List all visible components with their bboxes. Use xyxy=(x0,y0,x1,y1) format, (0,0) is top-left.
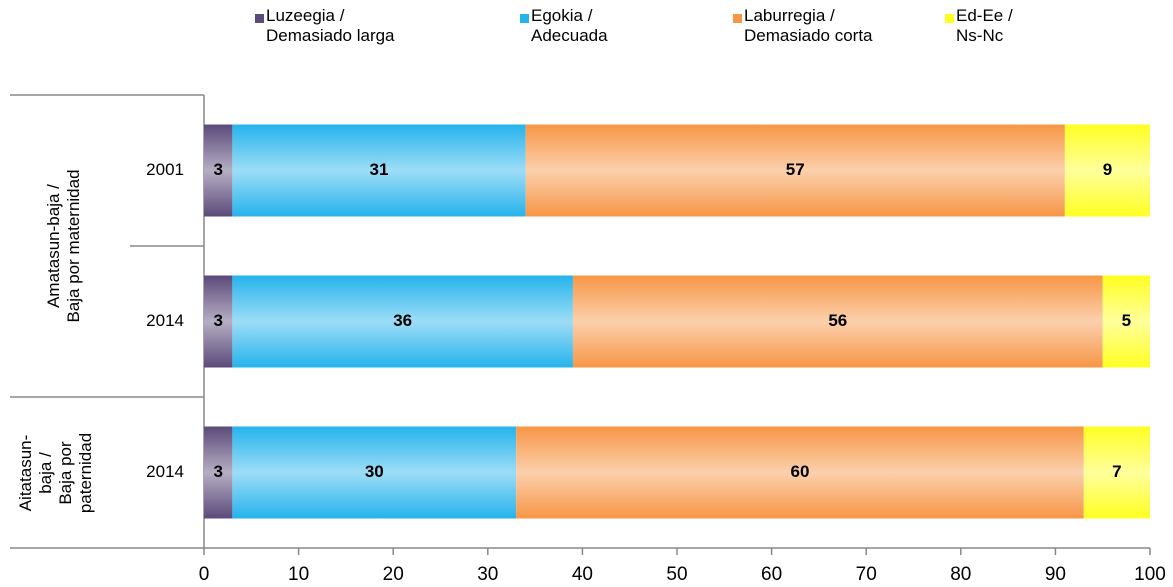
x-tick-label: 60 xyxy=(761,564,782,585)
data-label: 36 xyxy=(393,311,412,330)
x-tick-label: 90 xyxy=(1045,564,1066,585)
data-label: 31 xyxy=(370,160,389,179)
legend-swatch xyxy=(945,14,954,23)
x-tick-label: 40 xyxy=(572,564,593,585)
data-label: 3 xyxy=(213,160,222,179)
x-tick-label: 30 xyxy=(477,564,498,585)
x-tick-label: 100 xyxy=(1134,564,1166,585)
data-label: 3 xyxy=(213,462,222,481)
category-label: 2014 xyxy=(146,311,184,330)
group-label: Aitatasun- baja / Baja por paternidad xyxy=(16,432,95,513)
bar-segment xyxy=(232,426,517,519)
bar-segment xyxy=(1064,124,1150,217)
x-tick-label: 80 xyxy=(950,564,971,585)
bar-segment xyxy=(204,124,233,217)
x-tick-label: 70 xyxy=(856,564,877,585)
category-label: 2001 xyxy=(146,160,184,179)
data-label: 9 xyxy=(1103,160,1112,179)
data-label: 60 xyxy=(791,462,810,481)
category-label: 2014 xyxy=(146,462,184,481)
data-label: 5 xyxy=(1122,311,1131,330)
x-tick-label: 0 xyxy=(199,564,210,585)
bar-segment xyxy=(516,426,1084,519)
bar-segment xyxy=(232,124,526,217)
bar-segment xyxy=(525,124,1065,217)
data-label: 56 xyxy=(828,311,847,330)
data-label: 7 xyxy=(1112,462,1121,481)
bar-segment xyxy=(204,426,233,519)
data-label: 57 xyxy=(786,160,805,179)
legend-label: Laburregia / Demasiado corta xyxy=(744,6,873,45)
x-tick-label: 10 xyxy=(288,564,309,585)
bar-segment xyxy=(204,275,233,368)
legend-swatch xyxy=(520,14,529,23)
legend-label: Ed-Ee / Ns-Nc xyxy=(956,6,1013,45)
bar-segment xyxy=(1102,275,1150,368)
legend-label: Egokia / Adecuada xyxy=(531,6,608,45)
bar-segment xyxy=(1083,426,1150,519)
bar-segment xyxy=(232,275,573,368)
group-label: Amatasun-baja / Baja por maternidad xyxy=(44,169,83,323)
x-tick-label: 50 xyxy=(666,564,687,585)
data-label: 30 xyxy=(365,462,384,481)
legend-label: Luzeegia / Demasiado larga xyxy=(266,6,395,45)
bar-segment xyxy=(572,275,1103,368)
legend-swatch xyxy=(733,14,742,23)
legend-swatch xyxy=(255,14,264,23)
x-tick-label: 20 xyxy=(383,564,404,585)
data-label: 3 xyxy=(213,311,222,330)
